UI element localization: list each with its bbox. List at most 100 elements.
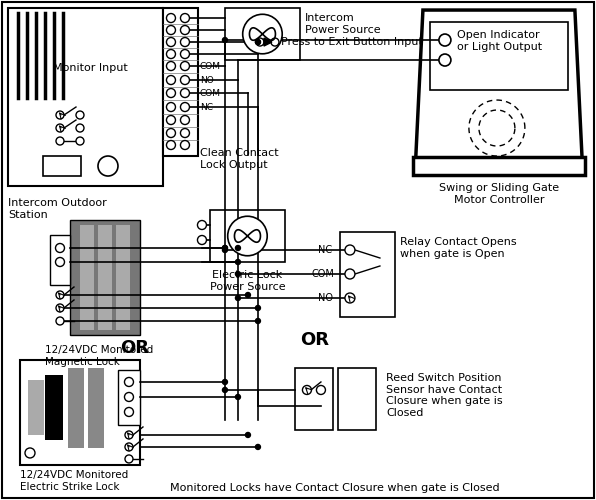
Bar — [430, 22, 568, 90]
Circle shape — [271, 38, 279, 46]
Circle shape — [166, 62, 175, 70]
Circle shape — [222, 248, 228, 252]
Text: Intercom
Power Source: Intercom Power Source — [305, 13, 381, 34]
Text: Swing or Sliding Gate
Motor Controller: Swing or Sliding Gate Motor Controller — [439, 183, 559, 204]
Bar — [28, 380, 44, 435]
Circle shape — [197, 220, 206, 230]
Circle shape — [345, 269, 355, 279]
Text: Open Indicator
or Light Output: Open Indicator or Light Output — [457, 30, 542, 52]
Circle shape — [166, 14, 175, 22]
Circle shape — [181, 88, 190, 98]
Text: NO: NO — [318, 293, 333, 303]
Circle shape — [56, 304, 64, 312]
Circle shape — [181, 76, 190, 84]
Text: NC: NC — [318, 245, 332, 255]
Bar — [68, 368, 84, 448]
Circle shape — [316, 386, 325, 394]
Bar — [43, 156, 81, 176]
Circle shape — [222, 38, 228, 43]
Bar — [80, 225, 94, 330]
Bar — [338, 368, 376, 430]
Polygon shape — [264, 38, 272, 46]
Circle shape — [181, 38, 190, 46]
Circle shape — [256, 318, 260, 324]
Circle shape — [76, 111, 84, 119]
Circle shape — [235, 394, 240, 400]
Bar — [70, 220, 140, 335]
Text: Monitor Input: Monitor Input — [52, 63, 128, 73]
Circle shape — [302, 386, 312, 394]
Circle shape — [181, 14, 190, 22]
Circle shape — [181, 26, 190, 35]
Circle shape — [166, 76, 175, 84]
Circle shape — [246, 432, 250, 438]
Circle shape — [76, 137, 84, 145]
Text: Relay Contact Opens
when gate is Open: Relay Contact Opens when gate is Open — [400, 237, 517, 258]
Circle shape — [166, 102, 175, 112]
Circle shape — [181, 50, 190, 58]
Circle shape — [125, 378, 134, 386]
Text: NC: NC — [200, 102, 213, 112]
Circle shape — [181, 128, 190, 138]
Circle shape — [125, 392, 134, 402]
Circle shape — [98, 156, 118, 176]
Circle shape — [256, 306, 260, 310]
Circle shape — [235, 272, 240, 276]
Circle shape — [125, 455, 133, 463]
Polygon shape — [415, 10, 583, 175]
Circle shape — [125, 431, 133, 439]
Bar — [20, 360, 140, 465]
Bar — [98, 225, 112, 330]
Circle shape — [222, 246, 228, 250]
Circle shape — [256, 40, 260, 44]
Circle shape — [222, 380, 228, 384]
Bar — [8, 8, 163, 186]
Circle shape — [166, 50, 175, 58]
Text: COM: COM — [200, 62, 221, 70]
Bar — [413, 157, 585, 175]
Text: Reed Switch Position
Sensor have Contact
Closure when gate is
Closed: Reed Switch Position Sensor have Contact… — [386, 373, 502, 418]
Circle shape — [235, 260, 240, 264]
Circle shape — [222, 246, 228, 250]
Circle shape — [125, 443, 133, 451]
Circle shape — [56, 291, 64, 299]
Circle shape — [56, 111, 64, 119]
Circle shape — [25, 448, 35, 458]
Text: OR: OR — [300, 331, 329, 349]
Text: 12/24VDC Monitored
Magnetic Lock: 12/24VDC Monitored Magnetic Lock — [45, 345, 153, 366]
Circle shape — [166, 38, 175, 46]
Circle shape — [166, 140, 175, 149]
Circle shape — [345, 293, 355, 303]
Circle shape — [256, 40, 260, 44]
Text: Press to Exit Button Input: Press to Exit Button Input — [281, 37, 423, 47]
Circle shape — [56, 317, 64, 325]
Circle shape — [181, 62, 190, 70]
Text: NO: NO — [200, 76, 214, 84]
Circle shape — [439, 34, 451, 46]
Text: Monitored Locks have Contact Closure when gate is Closed: Monitored Locks have Contact Closure whe… — [170, 483, 499, 493]
Bar — [340, 232, 395, 317]
Circle shape — [235, 246, 240, 250]
Bar — [118, 370, 140, 425]
Text: 12/24VDC Monitored
Electric Strike Lock: 12/24VDC Monitored Electric Strike Lock — [20, 470, 128, 492]
Bar — [210, 210, 285, 262]
Circle shape — [345, 245, 355, 255]
Circle shape — [181, 140, 190, 149]
Circle shape — [197, 236, 206, 244]
Text: Clean Contact
Lock Output: Clean Contact Lock Output — [200, 148, 278, 170]
Bar — [88, 368, 104, 448]
Circle shape — [246, 292, 250, 298]
Bar — [225, 8, 300, 60]
Text: Electric Lock
Power Source: Electric Lock Power Source — [210, 270, 285, 291]
Circle shape — [439, 54, 451, 66]
Circle shape — [125, 408, 134, 416]
Circle shape — [228, 216, 267, 256]
Bar — [163, 8, 198, 156]
Bar — [295, 368, 333, 430]
Text: OR: OR — [120, 339, 149, 357]
Circle shape — [55, 258, 64, 266]
Circle shape — [235, 296, 240, 300]
Circle shape — [256, 444, 260, 450]
Text: COM: COM — [200, 88, 221, 98]
Circle shape — [222, 388, 228, 392]
